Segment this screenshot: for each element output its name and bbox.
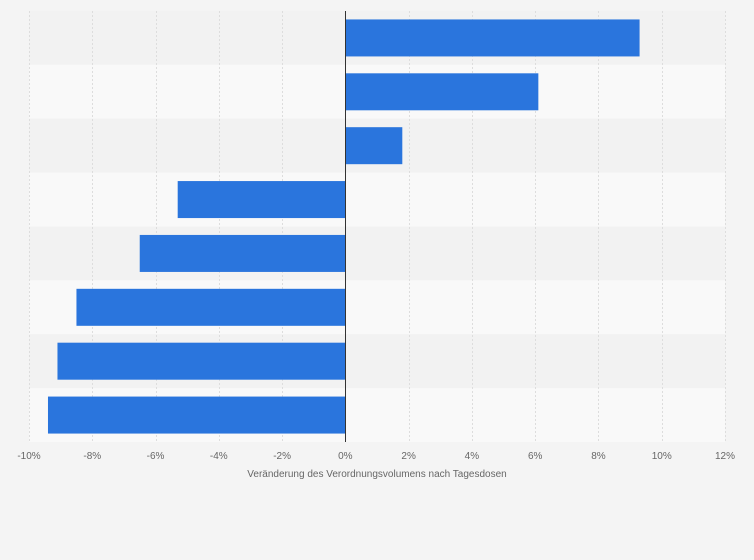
x-tick-label: 4% bbox=[465, 451, 480, 462]
row-band bbox=[29, 172, 725, 227]
row-band bbox=[29, 226, 725, 281]
x-tick-label: 0% bbox=[338, 451, 353, 462]
x-tick-label: -6% bbox=[147, 451, 165, 462]
bar bbox=[47, 396, 346, 434]
x-axis-title: Veränderung des Verordnungsvolumens nach… bbox=[247, 469, 506, 480]
bar bbox=[345, 19, 640, 57]
x-tick-label: 2% bbox=[401, 451, 416, 462]
bars bbox=[47, 19, 640, 434]
x-tick-label: 10% bbox=[652, 451, 672, 462]
bar bbox=[345, 127, 403, 165]
bar bbox=[57, 342, 346, 380]
bar bbox=[139, 234, 346, 272]
x-tick-label: -4% bbox=[210, 451, 228, 462]
x-axis-ticks: -10% -8% -6% -4% -2% 0% 2% 4% 6% 8% 10% 12% bbox=[17, 451, 735, 462]
bar bbox=[177, 181, 346, 219]
bar bbox=[345, 73, 539, 111]
x-tick-label: 6% bbox=[528, 451, 543, 462]
x-tick-label: -8% bbox=[83, 451, 101, 462]
bar bbox=[76, 288, 346, 326]
x-tick-label: 8% bbox=[591, 451, 606, 462]
x-tick-label: 12% bbox=[715, 451, 735, 462]
x-tick-label: -10% bbox=[17, 451, 40, 462]
x-tick-label: -2% bbox=[273, 451, 291, 462]
